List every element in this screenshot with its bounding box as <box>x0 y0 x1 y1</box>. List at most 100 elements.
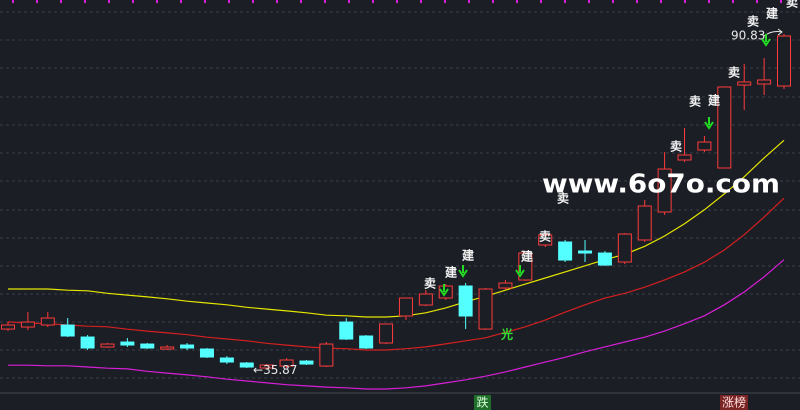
signal-label: 建 <box>444 265 458 280</box>
top-marker <box>540 0 542 3</box>
candle-body <box>359 335 374 349</box>
footer-badge <box>720 395 748 410</box>
top-marker <box>588 0 590 3</box>
candle-body <box>120 341 135 346</box>
candle-body <box>239 362 254 368</box>
candle-body <box>219 357 234 363</box>
top-marker <box>420 0 422 3</box>
top-marker <box>564 0 566 3</box>
candle-body <box>597 252 612 266</box>
top-marker <box>684 0 686 3</box>
candle-body <box>558 241 573 261</box>
top-marker <box>756 0 758 3</box>
top-marker <box>516 0 518 3</box>
candle-body <box>140 343 155 349</box>
footer-badge <box>474 395 491 410</box>
signal-label: 卖 <box>424 276 436 291</box>
arrow-glyph: ← <box>253 363 263 377</box>
signal-label: 建 <box>520 249 534 264</box>
watermark: www.6o7o.com <box>542 170 780 200</box>
top-marker <box>780 0 782 3</box>
top-marker <box>12 0 14 3</box>
candle-body <box>757 79 772 85</box>
signal-label: 卖 <box>747 14 759 29</box>
top-marker <box>300 0 302 3</box>
top-marker <box>660 0 662 3</box>
indicator-line <box>8 139 785 318</box>
plot <box>1 34 791 390</box>
buy-arrow <box>515 265 525 278</box>
signal-label: 卖 <box>689 94 701 109</box>
candle-body <box>777 35 791 87</box>
buy-arrow <box>761 34 771 47</box>
candle-body <box>199 348 214 358</box>
candle-body <box>160 346 175 350</box>
max-price-arrow-head <box>777 28 783 36</box>
buy-arrow <box>704 117 714 130</box>
top-marker <box>156 0 158 3</box>
candle-body <box>737 81 752 86</box>
indicator-line <box>7 197 785 351</box>
top-marker <box>492 0 494 3</box>
candle-body <box>20 321 35 328</box>
signal-label: 卖 <box>557 191 569 206</box>
candle-body <box>339 321 354 340</box>
signal-label: 建 <box>461 248 475 263</box>
top-marker <box>204 0 206 3</box>
top-marker <box>108 0 110 3</box>
candle-body <box>319 343 334 367</box>
candle-body <box>259 364 274 369</box>
top-marker <box>180 0 182 3</box>
footer-right: 涨榜 <box>722 395 746 410</box>
min-price-label: ←35.87 <box>253 363 297 377</box>
top-marker <box>396 0 398 3</box>
top-marker <box>468 0 470 3</box>
min-price: 35.87 <box>263 363 297 377</box>
top-marker <box>444 0 446 3</box>
buy-arrow <box>439 284 449 297</box>
signal-label: 卖 <box>728 65 740 80</box>
candle-body <box>498 282 513 289</box>
candle-body <box>418 293 433 306</box>
top-marker <box>732 0 734 3</box>
candle-body <box>398 297 413 317</box>
footer-left: 跌 <box>476 395 488 410</box>
candle-body <box>80 336 95 349</box>
top-marker <box>324 0 326 3</box>
candle-body <box>458 285 473 317</box>
candle-body <box>279 359 294 367</box>
top-marker <box>84 0 86 3</box>
candle-body <box>677 154 692 161</box>
candle-body <box>637 205 652 241</box>
top-marker <box>636 0 638 3</box>
signal-label: 卖 <box>786 0 798 10</box>
candle-body <box>617 233 632 263</box>
candle-body <box>478 288 493 330</box>
top-marker <box>708 0 710 3</box>
signal-label: 卖 <box>539 229 551 244</box>
top-marker <box>228 0 230 3</box>
background-grid <box>0 11 800 394</box>
top-marker <box>372 0 374 3</box>
candle-body <box>379 323 394 344</box>
candle-body <box>299 360 314 365</box>
top-marker <box>132 0 134 3</box>
candle-body <box>60 324 75 337</box>
candle-body <box>697 141 712 151</box>
signal-label: 建 <box>707 93 721 108</box>
candle-body <box>100 343 115 348</box>
buy-arrow <box>458 265 468 278</box>
top-marker <box>60 0 62 3</box>
candle-body <box>538 234 553 246</box>
candle-body <box>578 250 593 254</box>
top-marker <box>36 0 38 3</box>
signal-label: 卖 <box>670 139 682 154</box>
top-marker <box>252 0 254 3</box>
candle-body <box>1 324 15 330</box>
max-price-label: 90.83 <box>731 29 765 43</box>
top-marker <box>276 0 278 3</box>
candle-body <box>40 317 55 326</box>
top-marker <box>348 0 350 3</box>
